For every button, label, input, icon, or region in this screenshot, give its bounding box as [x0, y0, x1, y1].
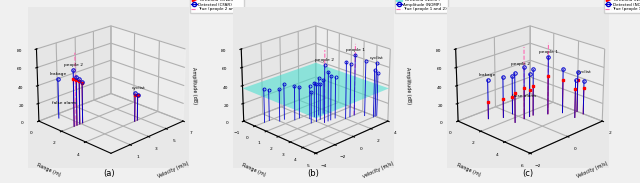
X-axis label: Velocity (m/s): Velocity (m/s) — [576, 161, 609, 179]
Legend: Threshold (NOMP), Amplitude (NOMP), True (people 1 and 2): Threshold (NOMP), Amplitude (NOMP), True… — [395, 0, 449, 13]
Y-axis label: Range (m): Range (m) — [241, 162, 266, 177]
X-axis label: velocity (m/s): velocity (m/s) — [362, 161, 394, 179]
Legend: Threshold (NOMP-CFAR), Detected (NOMP-CFAR), True (people 1 and 2): Threshold (NOMP-CFAR), Detected (NOMP-CF… — [604, 0, 640, 13]
Y-axis label: Range (m): Range (m) — [36, 162, 61, 177]
Title: (c): (c) — [522, 169, 534, 178]
Title: (b): (b) — [308, 169, 319, 178]
X-axis label: Velocity (m/s): Velocity (m/s) — [157, 161, 189, 179]
Y-axis label: Range (m): Range (m) — [456, 162, 481, 177]
Title: (a): (a) — [103, 169, 115, 178]
Legend: Threshold (CFAR), Detected (CFAR), True (people 2 and 3): Threshold (CFAR), Detected (CFAR), True … — [189, 0, 244, 13]
